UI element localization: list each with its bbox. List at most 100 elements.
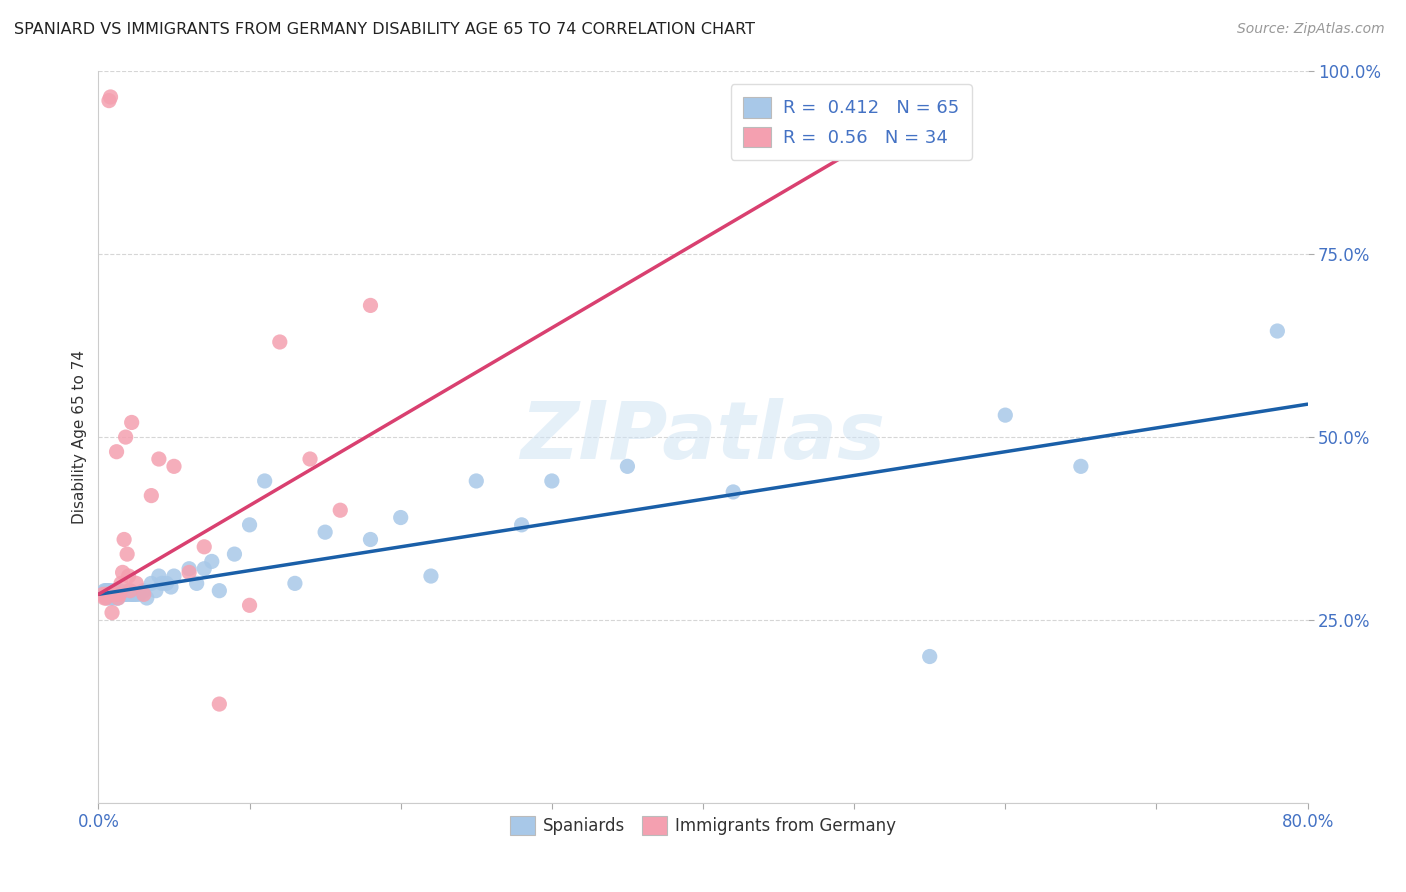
Point <box>93 591 115 605</box>
Point <box>160 580 183 594</box>
Point <box>389 510 412 524</box>
Point <box>107 591 129 605</box>
Point <box>141 489 163 503</box>
Point <box>193 540 215 554</box>
Point <box>104 583 127 598</box>
Point <box>510 517 533 532</box>
Point <box>420 569 443 583</box>
Point <box>193 562 215 576</box>
Point <box>94 583 117 598</box>
Point <box>314 525 336 540</box>
Point <box>98 587 121 601</box>
Point <box>186 576 208 591</box>
Point <box>94 587 117 601</box>
Point <box>128 587 150 601</box>
Text: SPANIARD VS IMMIGRANTS FROM GERMANY DISABILITY AGE 65 TO 74 CORRELATION CHART: SPANIARD VS IMMIGRANTS FROM GERMANY DISA… <box>14 22 755 37</box>
Point <box>284 576 307 591</box>
Point <box>100 90 122 104</box>
Point <box>135 591 157 605</box>
Point <box>155 576 177 591</box>
Point <box>239 517 262 532</box>
Point <box>125 576 148 591</box>
Point <box>107 591 129 605</box>
Point <box>918 649 941 664</box>
Point <box>540 474 562 488</box>
Point <box>104 587 127 601</box>
Point <box>96 591 118 605</box>
Point <box>105 591 128 605</box>
Point <box>723 485 745 500</box>
Point <box>112 533 135 547</box>
Point <box>111 587 134 601</box>
Point <box>100 587 122 601</box>
Point <box>465 474 488 488</box>
Y-axis label: Disability Age 65 to 74: Disability Age 65 to 74 <box>72 350 87 524</box>
Point <box>299 452 322 467</box>
Point <box>110 587 132 601</box>
Point <box>101 606 124 620</box>
Point <box>115 547 138 561</box>
Point <box>96 583 118 598</box>
Point <box>101 583 124 598</box>
Point <box>107 587 129 601</box>
Point <box>105 587 128 601</box>
Point <box>98 94 121 108</box>
Point <box>108 587 131 601</box>
Point <box>114 587 136 601</box>
Point <box>105 444 128 458</box>
Point <box>141 576 163 591</box>
Point <box>239 599 262 613</box>
Point <box>1267 324 1289 338</box>
Point <box>360 533 382 547</box>
Point <box>360 298 382 312</box>
Point <box>98 583 121 598</box>
Point <box>100 591 122 605</box>
Point <box>150 576 173 591</box>
Point <box>329 503 352 517</box>
Point <box>91 587 114 601</box>
Point <box>120 587 142 601</box>
Point <box>121 587 143 601</box>
Point <box>94 591 117 605</box>
Point <box>120 583 142 598</box>
Point <box>108 587 131 601</box>
Point <box>208 583 231 598</box>
Point <box>103 591 125 605</box>
Point <box>224 547 246 561</box>
Point <box>163 459 186 474</box>
Point <box>103 587 125 601</box>
Point <box>125 587 148 601</box>
Point <box>118 583 141 598</box>
Point <box>148 452 170 467</box>
Point <box>111 566 134 580</box>
Point <box>269 334 291 349</box>
Point <box>208 697 231 711</box>
Point <box>103 587 125 601</box>
Point <box>108 583 131 598</box>
Point <box>179 566 201 580</box>
Point <box>616 459 638 474</box>
Text: ZIPatlas: ZIPatlas <box>520 398 886 476</box>
Point <box>121 416 143 430</box>
Point <box>179 562 201 576</box>
Point <box>112 587 135 601</box>
Point <box>122 587 145 601</box>
Text: Source: ZipAtlas.com: Source: ZipAtlas.com <box>1237 22 1385 37</box>
Point <box>114 430 136 444</box>
Legend: Spaniards, Immigrants from Germany: Spaniards, Immigrants from Germany <box>503 809 903 842</box>
Point <box>124 587 146 601</box>
Point <box>115 587 138 601</box>
Point <box>91 587 114 601</box>
Point <box>1070 459 1092 474</box>
Point <box>148 569 170 583</box>
Point <box>163 569 186 583</box>
Point <box>132 583 155 598</box>
Point <box>201 554 224 568</box>
Point <box>104 587 127 601</box>
Point <box>994 408 1017 422</box>
Point <box>101 587 124 601</box>
Point <box>132 587 155 601</box>
Point <box>94 587 117 601</box>
Point <box>253 474 276 488</box>
Point <box>110 576 132 591</box>
